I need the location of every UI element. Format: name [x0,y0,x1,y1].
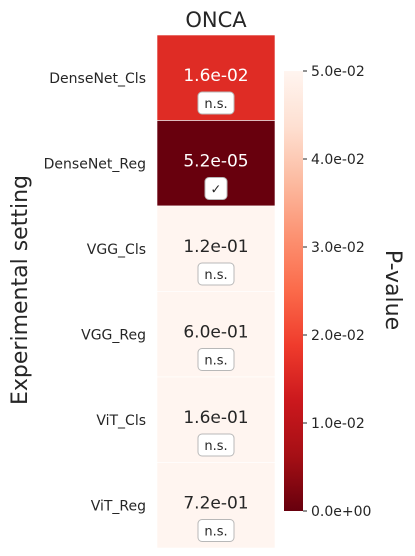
y-axis-title: Experimental setting [8,175,33,405]
cell-value-label: 1.6e-01 [183,408,248,428]
significance-badge [197,91,235,115]
colorbar-tick-label: 4.0e-02 [311,152,365,168]
significance-badge-label: n.s. [204,439,227,454]
colorbar-tick-label: 5.0e-02 [311,64,365,80]
significance-badge [197,262,235,286]
colorbar-tick-label: 1.0e-02 [311,416,365,432]
colorbar-tick-label: 3.0e-02 [311,240,365,256]
significance-badge [197,519,235,542]
row-tick-label: VGG_Cls [87,242,146,258]
row-tick-label: DenseNet_Reg [44,156,146,172]
significance-badge-label: n.s. [204,354,227,369]
row-tick-label: ViT_Reg [91,498,146,514]
significance-badge [204,177,228,200]
row-tick-label: DenseNet_Cls [49,71,146,87]
significance-badge-label: ✓ [211,183,222,198]
cell-value-label: 7.2e-01 [183,494,248,514]
significance-badge [197,348,235,371]
significance-badge-label: n.s. [204,268,227,283]
cell-value-label: 1.2e-01 [183,237,248,257]
colorbar-title: P-value [380,250,405,330]
significance-badge [197,433,235,457]
colorbar [284,71,303,511]
colorbar-ticks: 0.0e+00 1.0e-02 2.0e-02 3.0e-02 4.0e-02 5.0e-… [303,64,371,520]
significance-badge-label: n.s. [204,97,227,112]
cell-value-label: 5.2e-05 [183,152,248,172]
chart-title: ONCA [185,8,247,32]
row-tick-labels: DenseNet_Cls DenseNet_Reg VGG_Cls VGG_Reg Vi… [44,71,146,515]
colorbar-tick-label: 2.0e-02 [311,328,365,344]
row-tick-label: VGG_Reg [81,327,146,343]
cell-value-label: 6.0e-01 [183,323,248,343]
significance-badge-label: n.s. [204,525,227,540]
heatmap-cells: 1.6e-02 n.s. 5.2e-05 ✓ 1.2e-01 n.s. 6.0e-01 n.s… [156,34,276,549]
row-tick-label: ViT_Cls [96,413,146,429]
colorbar-tick-label: 0.0e+00 [311,504,371,520]
cell-value-label: 1.6e-02 [183,66,248,86]
